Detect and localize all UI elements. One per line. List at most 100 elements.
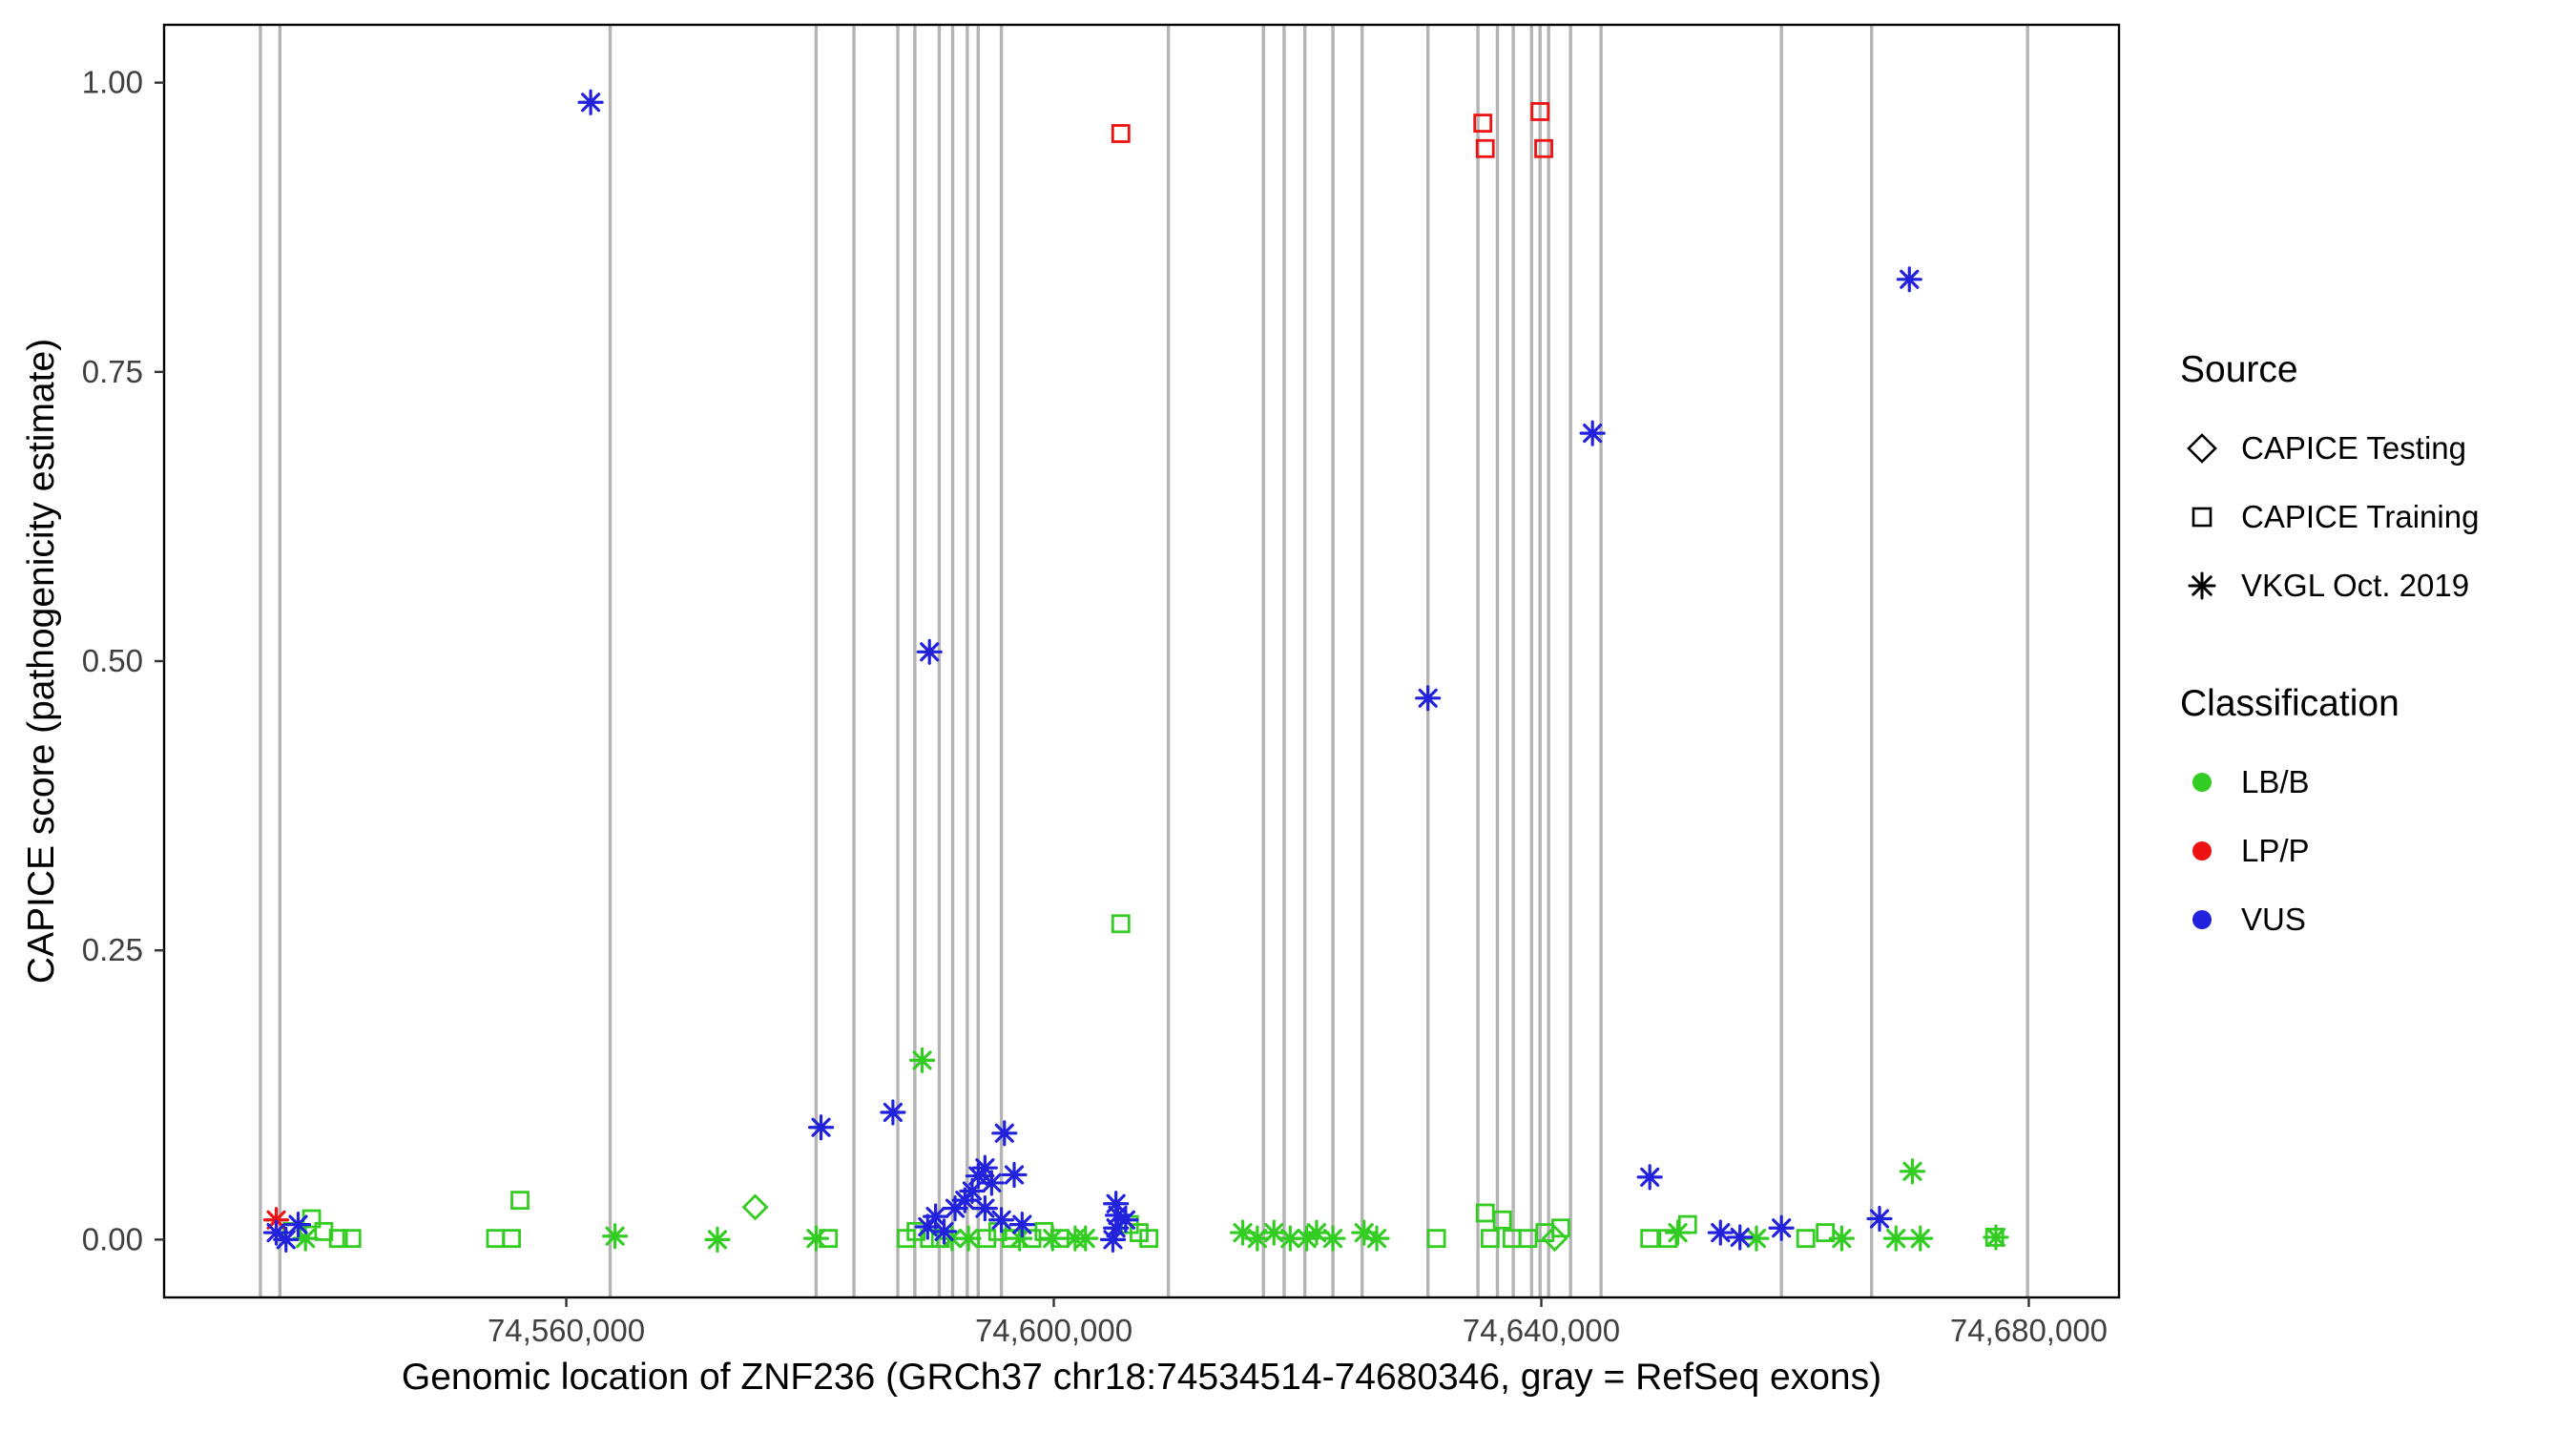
data-point-asterisk	[1001, 1161, 1028, 1189]
refseq-exon-lines	[259, 25, 2029, 1297]
data-point-asterisk	[577, 89, 604, 115]
data-point-asterisk	[1743, 1225, 1770, 1252]
data-point-square	[328, 1229, 348, 1249]
legend-item-lb-b: LB/B	[2180, 748, 2562, 817]
x-tick-label: 74,640,000	[1463, 1313, 1620, 1348]
data-point-asterisk	[880, 1099, 906, 1126]
legend-item-lp-p: LP/P	[2180, 817, 2562, 885]
data-point-asterisk	[262, 1219, 290, 1246]
y-tick-label: 1.00	[82, 65, 143, 100]
data-point-asterisk	[1104, 1202, 1132, 1229]
data-point-diamond	[741, 1193, 769, 1221]
legend-item-label: LB/B	[2241, 764, 2310, 799]
legend: Source CAPICE Testing CAPICE Training VKGL…	[2180, 349, 2562, 954]
data-point-square	[1473, 114, 1493, 133]
square-shape	[2192, 507, 2212, 528]
axis-ticks	[155, 81, 2030, 1307]
data-point-square	[510, 1191, 530, 1211]
data-point-asterisk	[1899, 1158, 1926, 1185]
data-point-asterisk	[1293, 1225, 1320, 1252]
data-point-asterisk	[602, 1223, 629, 1250]
data-point-square	[1551, 1218, 1570, 1238]
data-point-asterisk	[1828, 1225, 1855, 1252]
data-point-asterisk	[1099, 1226, 1127, 1253]
data-point-asterisk	[273, 1226, 300, 1253]
data-point-asterisk	[1636, 1164, 1663, 1191]
legend-item-capice-training: CAPICE Training	[2180, 483, 2562, 551]
data-point-asterisk	[1363, 1225, 1390, 1252]
legend-item-capice-testing: CAPICE Testing	[2180, 414, 2562, 483]
plot-panel	[164, 25, 2119, 1297]
legend-item-label: VUS	[2241, 902, 2306, 937]
data-point-square	[1796, 1229, 1816, 1249]
data-point-asterisk	[1896, 266, 1922, 293]
data-point-square	[1492, 1210, 1512, 1230]
series-vkgl-oct-2019-vus	[262, 89, 1922, 1253]
data-point-asterisk	[1579, 420, 1606, 446]
x-tick-label: 74,680,000	[1950, 1313, 2108, 1348]
dot-shape	[2192, 841, 2212, 861]
data-point-asterisk	[807, 1114, 835, 1141]
diamond-shape	[2187, 433, 2217, 464]
data-point-square	[1130, 1223, 1149, 1242]
data-point-asterisk	[1866, 1205, 1893, 1233]
data-point-asterisk	[1303, 1219, 1330, 1246]
diamond-icon	[2187, 433, 2217, 464]
data-point-asterisk	[704, 1226, 731, 1253]
data-point-asterisk	[1768, 1214, 1795, 1241]
data-point-square	[1480, 1229, 1500, 1249]
data-point-asterisk	[1007, 1225, 1033, 1252]
series-vkgl-oct-2019-lb-b	[292, 1047, 2009, 1253]
y-tick-label: 0.25	[82, 932, 143, 967]
data-point-asterisk	[914, 1213, 941, 1240]
data-point-asterisk	[1351, 1219, 1378, 1246]
data-point-asterisk	[971, 1154, 998, 1181]
data-point-square	[502, 1229, 521, 1249]
data-point-asterisk	[1039, 1225, 1066, 1252]
y-tick-label: 0.00	[82, 1221, 143, 1256]
dot-shape	[2192, 773, 2212, 792]
data-point-asterisk	[1664, 1219, 1692, 1246]
data-point-asterisk	[971, 1195, 998, 1222]
color-dot-icon	[2192, 841, 2212, 861]
data-point-asterisk	[1277, 1225, 1303, 1252]
data-point-asterisk	[955, 1225, 982, 1252]
asterisk-icon	[2188, 571, 2216, 600]
data-point-asterisk	[1983, 1224, 2009, 1251]
legend-item-label: CAPICE Testing	[2241, 430, 2466, 466]
data-point-square	[1475, 138, 1495, 158]
data-point-asterisk	[1244, 1225, 1271, 1252]
square-icon	[2192, 507, 2212, 528]
x-tick-label: 74,560,000	[488, 1313, 645, 1348]
asterisk-shape	[2188, 571, 2216, 600]
data-point-square	[1111, 124, 1131, 143]
data-point-asterisk	[978, 1170, 1005, 1196]
legend-classification-items: LB/B LP/P VUS	[2180, 748, 2562, 954]
color-dot-icon	[2192, 910, 2212, 929]
data-point-asterisk	[802, 1225, 830, 1252]
data-point-asterisk	[959, 1177, 986, 1205]
series-capice-testing-lb-b	[741, 1193, 1568, 1253]
data-point-square	[342, 1229, 362, 1249]
data-point-square	[1816, 1223, 1836, 1242]
legend-source-items: CAPICE Testing CAPICE Training VKGL Oct. 2…	[2180, 414, 2562, 620]
data-point-asterisk	[1415, 685, 1442, 712]
series-capice-training-lp-p	[1111, 102, 1553, 158]
data-point-asterisk	[1727, 1224, 1754, 1251]
legend-classification-title: Classification	[2180, 683, 2399, 724]
legend-source-title: Source	[2180, 349, 2298, 390]
dot-shape	[2192, 910, 2212, 929]
data-point-asterisk	[1072, 1225, 1099, 1252]
data-point-asterisk	[292, 1225, 319, 1252]
data-point-square	[1111, 914, 1131, 934]
data-point-square	[1530, 102, 1550, 121]
y-axis-title: CAPICE score (pathogenicity estimate)	[21, 338, 62, 985]
data-point-asterisk	[908, 1047, 936, 1073]
data-point-square	[1640, 1229, 1660, 1249]
data-point-asterisk	[930, 1218, 958, 1245]
data-point-square	[1534, 138, 1553, 158]
legend-item-label: LP/P	[2241, 833, 2310, 868]
data-point-asterisk	[1907, 1225, 1934, 1252]
